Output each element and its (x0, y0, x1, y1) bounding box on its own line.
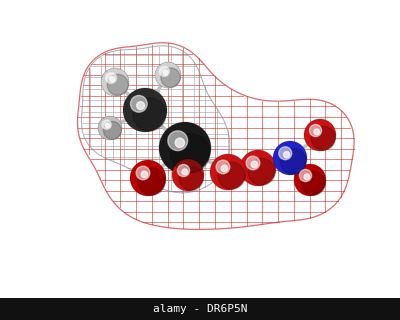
Circle shape (311, 126, 335, 150)
Circle shape (133, 98, 166, 131)
Circle shape (240, 150, 276, 186)
Circle shape (130, 95, 147, 112)
Circle shape (141, 171, 148, 178)
Circle shape (107, 74, 128, 95)
Circle shape (101, 68, 129, 96)
Circle shape (104, 121, 122, 140)
Circle shape (314, 129, 320, 135)
Circle shape (284, 152, 290, 158)
Circle shape (301, 171, 325, 195)
Circle shape (110, 77, 115, 82)
Circle shape (123, 88, 167, 132)
Circle shape (304, 119, 336, 151)
Circle shape (161, 68, 180, 87)
Circle shape (106, 73, 116, 84)
Circle shape (130, 160, 166, 196)
Circle shape (281, 149, 306, 174)
Circle shape (160, 67, 169, 76)
Circle shape (182, 169, 188, 175)
Circle shape (294, 164, 326, 196)
Circle shape (216, 160, 230, 174)
Circle shape (273, 141, 307, 175)
Circle shape (159, 122, 211, 174)
Circle shape (279, 147, 292, 160)
Circle shape (310, 124, 322, 137)
Circle shape (155, 62, 181, 88)
Circle shape (221, 165, 228, 172)
Circle shape (300, 170, 312, 182)
Circle shape (102, 120, 111, 129)
Circle shape (106, 124, 110, 128)
Circle shape (304, 174, 310, 180)
Circle shape (179, 166, 203, 190)
Circle shape (168, 131, 188, 151)
Circle shape (218, 162, 245, 189)
Circle shape (138, 168, 165, 195)
Circle shape (163, 70, 168, 75)
Circle shape (210, 154, 246, 190)
Circle shape (137, 102, 144, 109)
Circle shape (171, 134, 210, 173)
Circle shape (98, 116, 122, 140)
Circle shape (251, 161, 258, 168)
Circle shape (248, 158, 275, 185)
Text: alamy - DR6P5N: alamy - DR6P5N (153, 304, 247, 314)
Circle shape (175, 138, 184, 148)
Circle shape (136, 166, 150, 180)
Circle shape (246, 156, 260, 170)
Bar (0, 298, 400, 320)
Circle shape (172, 159, 204, 191)
Circle shape (178, 164, 190, 177)
